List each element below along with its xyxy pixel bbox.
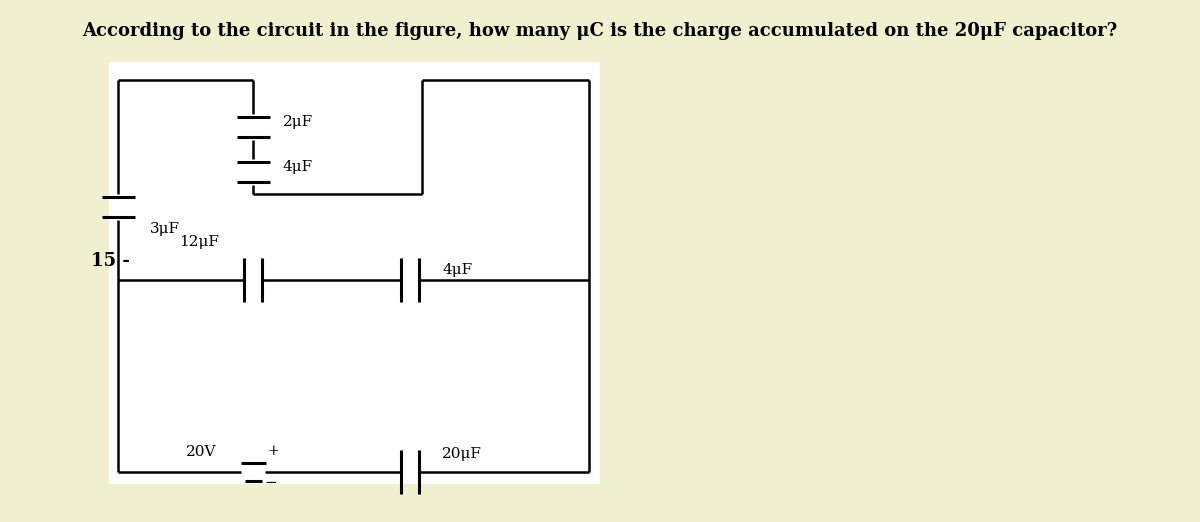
Text: 15 -: 15 - (91, 252, 130, 270)
Text: −: − (264, 476, 277, 490)
Text: 20V: 20V (186, 445, 217, 459)
Text: 2μF: 2μF (282, 115, 313, 129)
Text: According to the circuit in the figure, how many μC is the charge accumulated on: According to the circuit in the figure, … (83, 22, 1117, 40)
Text: 20μF: 20μF (442, 447, 482, 461)
Text: +: + (268, 444, 280, 458)
Text: 4μF: 4μF (282, 160, 313, 174)
Bar (109, 62, 600, 484)
Text: 3μF: 3μF (150, 222, 180, 236)
Text: 4μF: 4μF (442, 263, 473, 277)
Text: 12μF: 12μF (179, 235, 218, 249)
